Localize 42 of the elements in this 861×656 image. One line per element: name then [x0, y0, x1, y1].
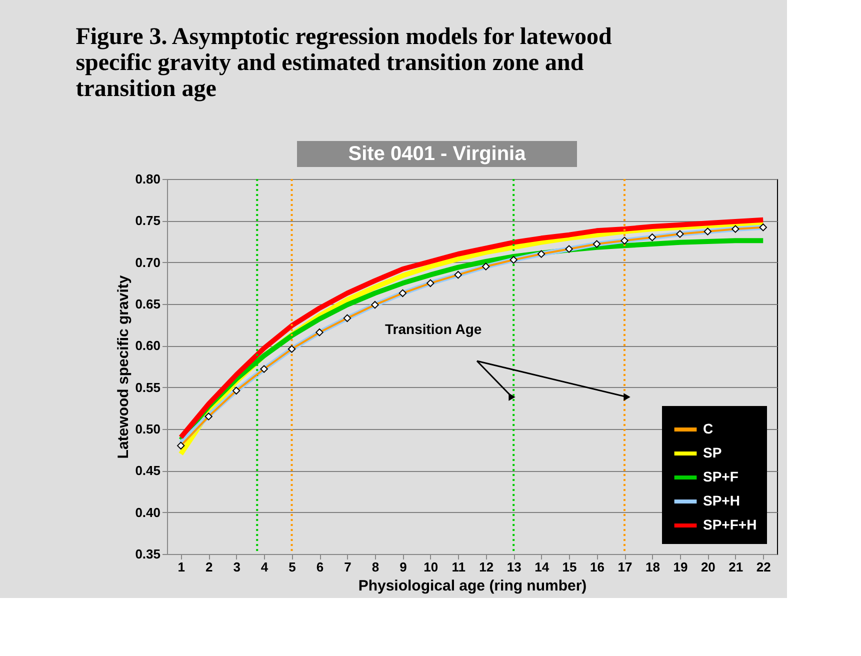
x-tick-label: 6 [316, 560, 324, 574]
y-axis-title: Latewood specific gravity [115, 274, 132, 459]
y-tick-label: 0.80 [135, 172, 160, 186]
x-tick-label: 22 [756, 560, 771, 574]
y-tick-label: 0.70 [135, 254, 160, 270]
x-tick-label: 8 [372, 560, 380, 574]
x-tick-label: 21 [728, 560, 744, 574]
legend-label: SP+F+H [703, 516, 757, 532]
x-tick-label: 9 [400, 560, 407, 574]
chart-title: Figure 3. Asymptotic regression models for latewood specific gravity and estimated transition zone and transition age [76, 24, 613, 102]
x-tick-label: 4 [260, 560, 269, 574]
x-tick-label: 3 [233, 560, 240, 574]
annotation: Transition Age [385, 321, 482, 337]
y-tick-label: 0.75 [135, 213, 160, 228]
x-tick-label: 20 [700, 560, 716, 574]
y-tick-label: 0.50 [135, 422, 160, 436]
x-tick-label: 13 [506, 560, 522, 574]
legend-label: SP [703, 444, 722, 460]
y-tick-label: 0.55 [135, 380, 160, 395]
x-tick-label: 18 [645, 560, 660, 574]
x-tick-label: 7 [344, 560, 352, 574]
chart-subtitle: Site 0401 - Virginia [348, 143, 527, 165]
legend-label: SP+F [703, 468, 739, 484]
y-tick-label: 0.40 [135, 504, 160, 520]
x-tick-label: 15 [562, 560, 577, 574]
x-tick-label: 19 [673, 560, 688, 574]
y-tick-label: 0.65 [135, 296, 160, 312]
x-tick-label: 12 [479, 560, 494, 574]
legend-label: C [703, 420, 714, 436]
x-tick-label: 10 [424, 560, 438, 574]
x-tick-label: 14 [534, 560, 550, 574]
y-tick-label: 0.45 [135, 463, 160, 478]
y-tick-label: 0.35 [135, 546, 160, 562]
x-tick-label: 17 [618, 560, 632, 574]
x-tick-label: 11 [452, 560, 466, 574]
x-axis-title: Physiological age (ring number) [358, 578, 587, 594]
x-tick-label: 16 [590, 560, 605, 574]
y-tick-label: 0.60 [135, 338, 160, 354]
x-tick-label: 5 [288, 560, 296, 574]
legend-label: SP+H [703, 492, 740, 508]
x-tick-label: 2 [205, 560, 213, 574]
x-tick-label: 1 [178, 560, 185, 574]
